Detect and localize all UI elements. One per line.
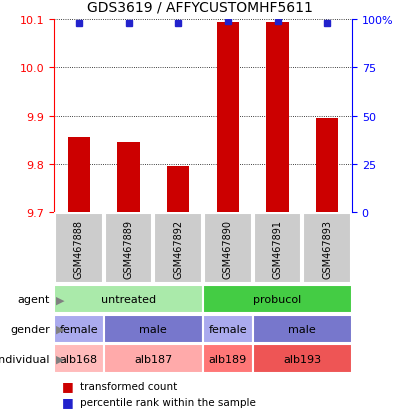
Bar [316, 119, 338, 212]
Text: ▶: ▶ [56, 294, 64, 304]
Bar [253, 344, 352, 373]
Bar [203, 285, 352, 314]
Bar [54, 285, 203, 314]
Text: ▶: ▶ [56, 324, 64, 334]
Text: alb187: alb187 [134, 354, 172, 364]
Bar [203, 315, 253, 344]
Text: male: male [140, 324, 167, 334]
Bar [303, 214, 351, 283]
Bar [266, 23, 289, 212]
Text: GSM467892: GSM467892 [173, 219, 183, 278]
Bar [154, 214, 202, 283]
Text: GSM467890: GSM467890 [223, 219, 233, 278]
Bar [104, 344, 203, 373]
Bar [104, 315, 203, 344]
Text: female: female [208, 324, 247, 334]
Text: GSM467888: GSM467888 [74, 219, 84, 278]
Bar [217, 23, 239, 212]
Text: ■: ■ [62, 395, 74, 408]
Bar [68, 138, 90, 212]
Bar [54, 344, 104, 373]
Text: GDS3619 / AFFYCUSTOMHF5611: GDS3619 / AFFYCUSTOMHF5611 [87, 0, 313, 14]
Text: GSM467891: GSM467891 [272, 219, 282, 278]
Bar [254, 214, 301, 283]
Text: alb193: alb193 [283, 354, 321, 364]
Bar [253, 315, 352, 344]
Bar [54, 315, 104, 344]
Text: agent: agent [18, 294, 50, 304]
Bar [105, 214, 152, 283]
Text: alb189: alb189 [209, 354, 247, 364]
Text: individual: individual [0, 354, 50, 364]
Bar [117, 142, 140, 212]
Text: ■: ■ [62, 380, 74, 392]
Text: percentile rank within the sample: percentile rank within the sample [80, 397, 256, 407]
Text: GSM467889: GSM467889 [124, 219, 134, 278]
Text: transformed count: transformed count [80, 381, 177, 391]
Bar [55, 214, 103, 283]
Text: untreated: untreated [101, 294, 156, 304]
Text: probucol: probucol [253, 294, 302, 304]
Text: female: female [60, 324, 98, 334]
Text: gender: gender [10, 324, 50, 334]
Text: GSM467893: GSM467893 [322, 219, 332, 278]
Text: alb168: alb168 [60, 354, 98, 364]
Bar [204, 214, 252, 283]
Bar [167, 167, 189, 212]
Bar [203, 344, 253, 373]
Text: male: male [288, 324, 316, 334]
Text: ▶: ▶ [56, 354, 64, 364]
